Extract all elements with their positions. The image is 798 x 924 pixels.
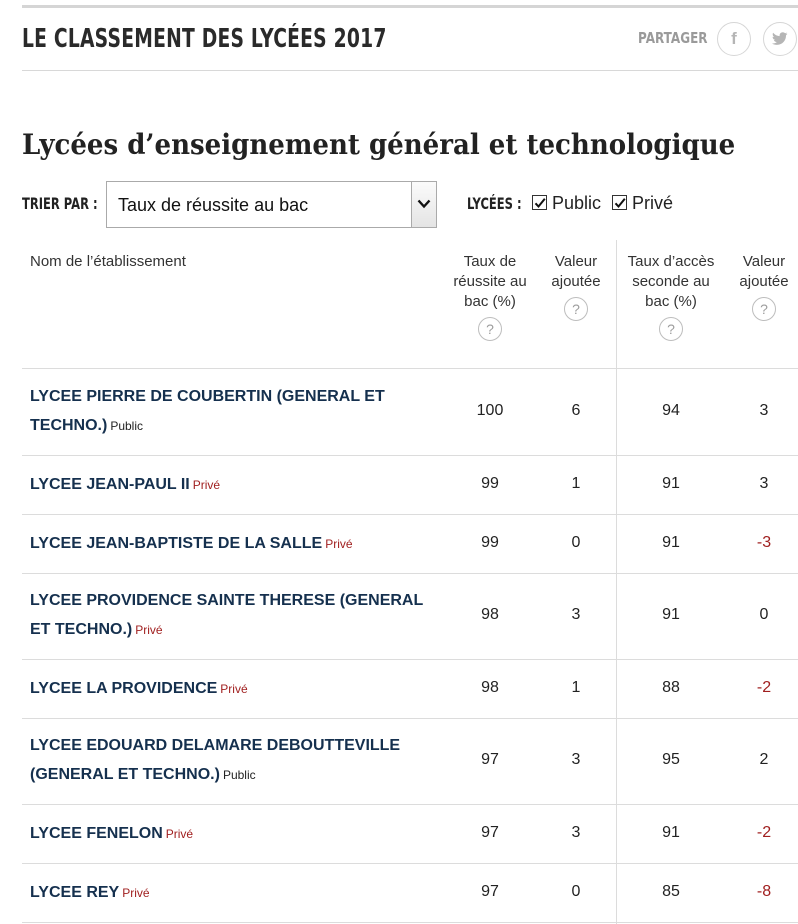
share-label: PARTAGER [638,29,708,47]
table-row: LYCEE FENELON Privé 97 3 91 -2 [22,804,798,864]
row-name-cell: LYCEE JEAN-PAUL II Privé [30,470,430,499]
column-header-valeur-ajoutee-2[interactable]: Valeur ajoutée ? [730,252,798,321]
acces-value: 94 [662,402,680,419]
acces-value: 91 [662,606,680,623]
valeur-ajoutee-1-value: 1 [571,679,581,696]
school-name-link[interactable]: LYCEE REY [30,884,120,901]
help-icon[interactable]: ? [659,317,683,341]
facebook-icon[interactable]: f [717,22,751,56]
acces-value: 91 [662,475,680,492]
valeur-ajoutee-2-value: 0 [759,606,769,623]
row-name-cell: LYCEE LA PROVIDENCE Privé [30,674,430,703]
table-row: LYCEE LA PROVIDENCE Privé 98 1 88 -2 [22,659,798,719]
top-rule [22,5,798,8]
sort-select[interactable]: Taux de réussite au bac [106,181,437,228]
status-label: Privé [122,886,150,900]
valeur-ajoutee-2-value: -3 [756,534,772,551]
reussite-value: 97 [481,824,499,841]
status-label: Privé [325,537,353,551]
acces-value: 91 [662,534,680,551]
valeur-ajoutee-1-value: 3 [571,751,581,768]
table-row: LYCEE JEAN-BAPTISTE DE LA SALLE Privé 99 … [22,514,798,574]
status-label: Privé [165,827,194,841]
column-header-name[interactable]: Nom de l’établissement [30,253,186,270]
row-name-cell: LYCEE FENELON Privé [30,819,430,848]
column-divider [616,240,617,924]
filter-public-label: Public [552,193,602,213]
row-name-cell: LYCEE REY Privé [30,878,430,907]
status-label: Privé [192,478,221,492]
reussite-value: 97 [481,883,499,900]
column-header-va1-label: Valeur ajoutée [551,253,601,290]
column-header-acces[interactable]: Taux d’accès seconde au bac (%) ? [622,252,720,341]
status-label: Privé [220,682,248,696]
filter-public-checkbox[interactable]: Public [532,193,608,213]
help-icon[interactable]: ? [564,297,588,321]
reussite-value: 99 [481,475,499,492]
column-header-va2-label: Valeur ajoutée [739,253,789,290]
valeur-ajoutee-1-value: 0 [571,883,581,900]
table-header: Nom de l’établissement Taux de réussite … [22,240,798,369]
column-header-reussite[interactable]: Taux de réussite au bac (%) ? [444,252,536,341]
table-row: LYCEE JEAN-PAUL II Privé 99 1 91 3 [22,455,798,515]
valeur-ajoutee-1-value: 6 [571,402,581,419]
acces-value: 95 [662,751,680,768]
valeur-ajoutee-1-value: 3 [571,606,581,623]
reussite-value: 98 [481,679,499,696]
status-label: Public [222,768,256,782]
sort-selected-value: Taux de réussite au bac [118,195,309,215]
filter-prive-checkbox[interactable]: Privé [612,193,678,213]
chevron-down-icon[interactable] [411,182,436,227]
page-header: LE CLASSEMENT DES LYCÉES 2017 PARTAGER f [22,8,798,71]
column-header-valeur-ajoutee-1[interactable]: Valeur ajoutée ? [544,252,608,321]
reussite-value: 100 [476,402,504,419]
valeur-ajoutee-2-value: 3 [759,475,769,492]
help-icon[interactable]: ? [478,317,502,341]
column-header-reussite-label: Taux de réussite au bac (%) [453,253,527,310]
school-name-link[interactable]: LYCEE EDOUARD DELAMARE DEBOUTTEVILLE (GE… [30,737,401,783]
school-name-link[interactable]: LYCEE FENELON [30,825,163,842]
table-row: LYCEE PIERRE DE COUBERTIN (GENERAL ET TE… [22,369,798,456]
valeur-ajoutee-2-value: 3 [759,402,769,419]
school-name-link[interactable]: LYCEE PROVIDENCE SAINTE THERESE (GENERAL… [30,592,423,638]
reussite-value: 97 [481,751,499,768]
valeur-ajoutee-1-value: 1 [571,475,581,492]
filter-label: LYCÉES : [467,194,522,213]
row-name-cell: LYCEE PROVIDENCE SAINTE THERESE (GENERAL… [30,586,430,644]
status-label: Privé [135,623,163,637]
school-name-link[interactable]: LYCEE PIERRE DE COUBERTIN (GENERAL ET TE… [30,388,385,434]
page-title: LE CLASSEMENT DES LYCÉES 2017 [22,24,387,54]
acces-value: 88 [662,679,680,696]
valeur-ajoutee-1-value: 3 [571,824,581,841]
row-name-cell: LYCEE PIERRE DE COUBERTIN (GENERAL ET TE… [30,382,430,440]
school-name-link[interactable]: LYCEE LA PROVIDENCE [30,680,218,697]
status-label: Public [110,419,144,433]
acces-value: 85 [662,883,680,900]
acces-value: 91 [662,824,680,841]
checkbox-checked-icon[interactable] [532,195,547,210]
sort-label: TRIER PAR : [22,194,98,213]
table-row: LYCEE EDOUARD DELAMARE DEBOUTTEVILLE (GE… [22,718,798,805]
valeur-ajoutee-2-value: -8 [756,883,772,900]
table-row: LYCEE REY Privé 97 0 85 -8 [22,863,798,923]
section-title: Lycées d’enseignement général et technol… [22,128,736,161]
valeur-ajoutee-2-value: 2 [759,751,769,768]
valeur-ajoutee-2-value: -2 [756,824,772,841]
column-header-acces-label: Taux d’accès seconde au bac (%) [627,253,715,310]
filter-prive-label: Privé [632,193,674,213]
row-name-cell: LYCEE EDOUARD DELAMARE DEBOUTTEVILLE (GE… [30,731,430,789]
reussite-value: 99 [481,534,499,551]
help-icon[interactable]: ? [752,297,776,321]
valeur-ajoutee-1-value: 0 [571,534,581,551]
row-name-cell: LYCEE JEAN-BAPTISTE DE LA SALLE Privé [30,529,430,558]
valeur-ajoutee-2-value: -2 [756,679,772,696]
table-row: LYCEE PROVIDENCE SAINTE THERESE (GENERAL… [22,573,798,660]
school-name-link[interactable]: LYCEE JEAN-BAPTISTE DE LA SALLE [30,535,323,552]
checkbox-checked-icon[interactable] [612,195,627,210]
school-name-link[interactable]: LYCEE JEAN-PAUL II [30,476,190,493]
twitter-icon[interactable] [763,22,797,56]
reussite-value: 98 [481,606,499,623]
